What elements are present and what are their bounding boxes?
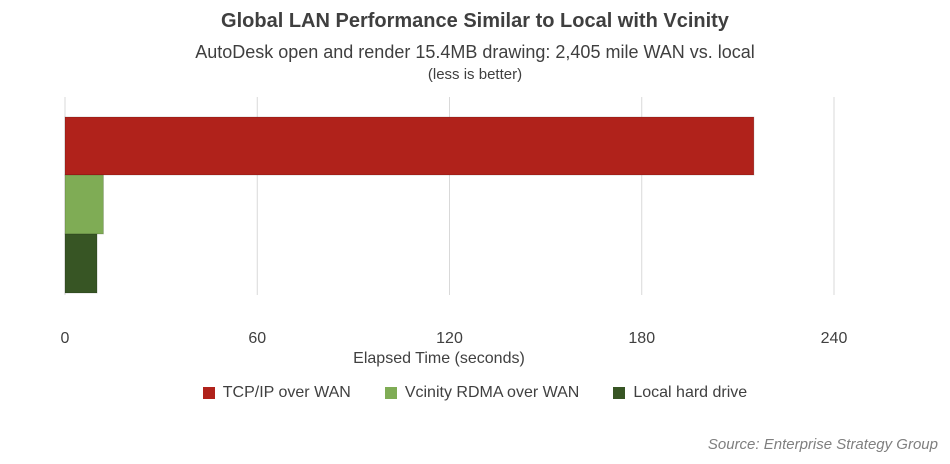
bars bbox=[64, 116, 755, 294]
legend: TCP/IP over WAN Vcinity RDMA over WAN Loca… bbox=[0, 384, 950, 402]
legend-label: TCP/IP over WAN bbox=[222, 384, 351, 401]
bar-tcp-ip-over-wan bbox=[64, 116, 755, 176]
legend-item: Vcinity RDMA over WAN bbox=[384, 384, 580, 402]
x-tick-label-60: 60 bbox=[248, 330, 266, 347]
legend-swatch bbox=[202, 387, 215, 399]
chart-subtitle: AutoDesk open and render 15.4MB drawing:… bbox=[195, 42, 755, 62]
bar-local-hard-drive bbox=[64, 233, 98, 294]
bar-vcinity-rdma-over-wan bbox=[64, 174, 104, 235]
x-axis-label: Elapsed Time (seconds) bbox=[353, 350, 525, 367]
legend-label: Local hard drive bbox=[633, 384, 748, 401]
x-tick-label-180: 180 bbox=[628, 330, 655, 347]
x-tick-label-0: 0 bbox=[61, 330, 70, 347]
x-tick-label-240: 240 bbox=[821, 330, 848, 347]
legend-swatch bbox=[384, 387, 397, 399]
legend-item: TCP/IP over WAN bbox=[202, 384, 351, 402]
x-tick-label-120: 120 bbox=[436, 330, 463, 347]
chart-title: Global LAN Performance Similar to Local … bbox=[221, 10, 729, 32]
x-tick-labels: 0 60 120 180 240 bbox=[61, 330, 848, 347]
source-note: Source: Enterprise Strategy Group bbox=[707, 436, 938, 453]
legend-label: Vcinity RDMA over WAN bbox=[404, 384, 580, 401]
chart-subtitle-note: (less is better) bbox=[427, 66, 523, 83]
bar-chart-plot: 0 60 120 180 240 Elapsed Time (seconds) bbox=[61, 97, 848, 367]
legend-swatch bbox=[613, 387, 626, 399]
legend-item: Local hard drive bbox=[613, 384, 747, 402]
